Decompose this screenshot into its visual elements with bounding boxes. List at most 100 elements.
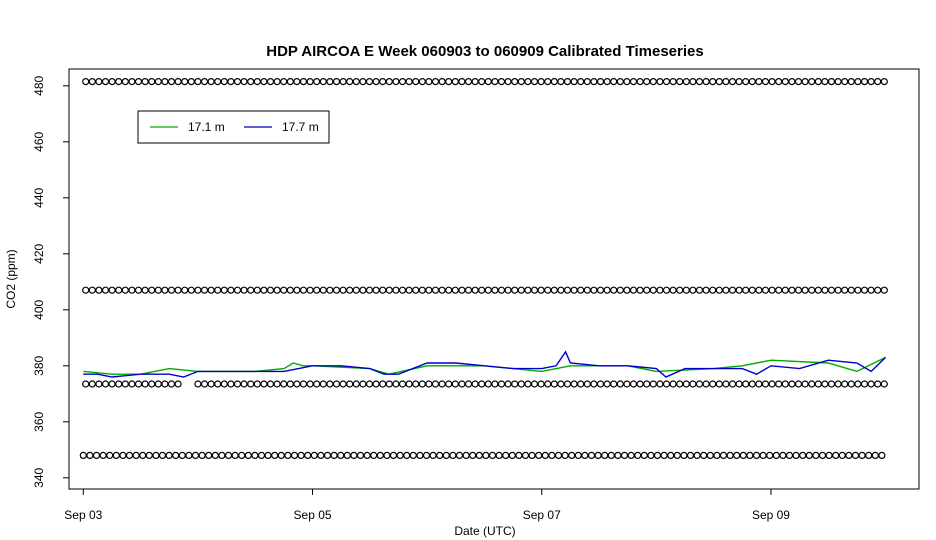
- calibration-point: [878, 451, 886, 459]
- series-lines: [83, 350, 887, 378]
- calibration-point: [266, 286, 275, 294]
- calibration-point: [583, 380, 591, 388]
- legend-label: 17.1 m: [188, 120, 225, 134]
- y-tick-label: 380: [32, 355, 46, 375]
- calibration-point: [464, 380, 473, 388]
- calibration-point: [115, 286, 123, 294]
- calibration-point: [128, 286, 136, 294]
- calibration-point: [616, 286, 624, 294]
- calibration-point: [286, 77, 294, 86]
- calibration-point: [464, 286, 473, 294]
- calibration-point: [266, 380, 275, 388]
- calibration-point: [416, 451, 424, 459]
- calibration-point: [139, 451, 147, 459]
- calibration-point: [537, 77, 545, 86]
- calibration-point: [425, 380, 433, 388]
- calibration-point: [847, 286, 855, 294]
- calibration-point: [781, 286, 789, 294]
- calibration-point: [735, 380, 743, 388]
- calibration-point: [702, 286, 710, 294]
- calibration-point: [464, 77, 473, 86]
- calibration-point: [772, 451, 780, 459]
- calibration-point: [167, 380, 176, 388]
- calibration-point: [603, 77, 611, 86]
- calibration-point: [715, 286, 723, 294]
- calibration-point: [451, 286, 459, 294]
- calibration-point: [735, 286, 743, 294]
- calibration-point: [253, 286, 261, 294]
- calibration-point: [253, 77, 261, 86]
- calibration-point: [352, 380, 360, 388]
- calibration-point: [616, 380, 624, 388]
- calibration-point: [636, 77, 644, 86]
- calibration-point: [458, 77, 466, 86]
- calibration-point: [792, 451, 800, 459]
- calibration-point: [264, 451, 272, 459]
- calibration-point: [161, 286, 169, 294]
- calibration-point: [484, 77, 492, 86]
- calibration-point: [82, 77, 90, 86]
- calibration-point: [768, 77, 776, 86]
- calibration-point: [152, 451, 160, 459]
- calibration-point: [438, 380, 446, 388]
- calibration-point: [801, 380, 809, 388]
- calibration-point: [398, 286, 407, 294]
- calibration-point: [161, 380, 169, 388]
- calibration-point: [475, 451, 483, 459]
- calibration-point: [181, 286, 189, 294]
- calibration-point: [627, 451, 635, 459]
- calibration-point: [253, 380, 261, 388]
- calibration-point: [299, 286, 308, 294]
- calibration-point: [359, 380, 367, 388]
- calibration-point: [825, 451, 833, 459]
- calibration-point: [200, 77, 209, 86]
- calibration-point: [871, 451, 879, 459]
- calibration-point: [372, 77, 380, 86]
- calibration-point: [814, 286, 822, 294]
- calibration-point: [293, 286, 301, 294]
- calibration-point: [431, 380, 440, 388]
- calibration-point: [352, 286, 360, 294]
- series-line: [83, 350, 887, 378]
- calibration-point: [482, 451, 490, 459]
- y-tick-label: 460: [32, 131, 46, 151]
- calibration-point: [781, 380, 789, 388]
- calibration-point: [299, 380, 308, 388]
- calibration-point: [880, 77, 888, 86]
- calibration-point: [801, 77, 809, 86]
- calibration-point: [768, 286, 776, 294]
- calibration-point: [385, 286, 393, 294]
- calibration-point: [570, 380, 578, 388]
- calibration-point: [801, 286, 809, 294]
- calibration-point: [451, 380, 459, 388]
- calibration-point: [418, 380, 426, 388]
- y-axis: 340 360 380 400 420 440 460 480: [32, 75, 70, 488]
- calibration-point: [438, 286, 446, 294]
- calibration-point: [660, 451, 668, 459]
- calibration-point: [748, 380, 756, 388]
- calibration-point: [233, 380, 242, 388]
- calibration-point: [365, 286, 374, 294]
- calibration-point: [398, 380, 407, 388]
- calibration-point: [858, 451, 866, 459]
- calibration-point: [455, 451, 464, 459]
- calibration-point: [214, 286, 222, 294]
- legend-label: 17.7 m: [282, 120, 319, 134]
- y-tick-label: 400: [32, 299, 46, 319]
- calibration-point: [739, 451, 747, 459]
- calibration-point: [838, 451, 846, 459]
- calibration-point: [570, 77, 578, 86]
- calibration-point: [550, 77, 558, 86]
- calibration-point: [673, 451, 681, 459]
- calibration-point: [319, 380, 327, 388]
- calibration-point: [293, 380, 301, 388]
- calibration-point: [451, 77, 459, 86]
- calibration-point: [398, 77, 407, 86]
- calibration-point: [706, 451, 714, 459]
- calibration-point: [172, 451, 180, 459]
- x-tick-label: Sep 03: [64, 508, 102, 522]
- calibration-point: [392, 286, 400, 294]
- calibration-point: [497, 380, 506, 388]
- calibration-point: [504, 286, 512, 294]
